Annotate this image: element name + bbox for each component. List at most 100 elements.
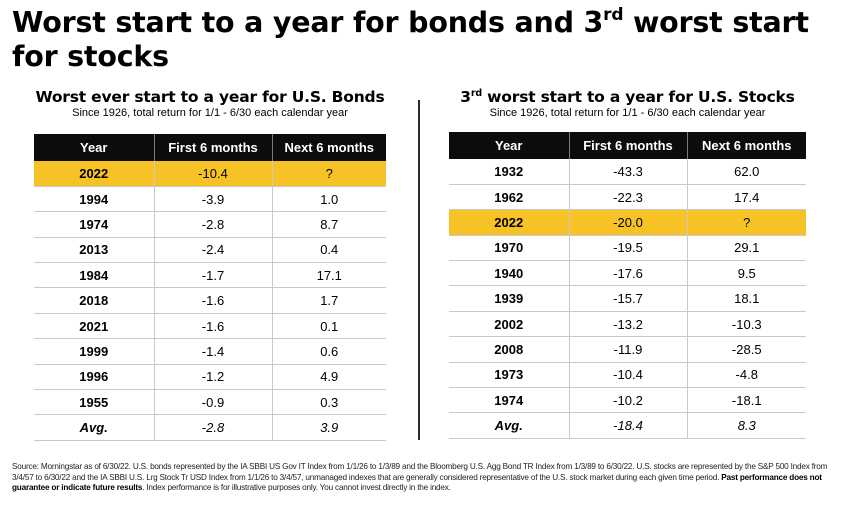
year-cell: 2002 [449,311,570,338]
average-year-cell: Avg. [34,414,155,441]
footnote-text: Source: Morningstar as of 6/30/22. U.S. … [12,462,828,482]
year-cell: 2013 [34,237,155,264]
highlighted-table-row: 2022 -20.0? [449,209,806,236]
first-6-months-cell: -22.3 [569,184,688,211]
next-6-months-cell: 17.1 [272,262,386,289]
year-cell: 1973 [449,362,570,389]
next-6-months-cell: ? [272,161,386,187]
table-row: 1962 -22.3 17.4 [449,184,806,211]
first-6-months-cell: -1.6 [154,313,273,340]
year-cell: 1962 [449,184,570,211]
year-cell: 1940 [449,260,570,287]
column-header-year: Year [449,132,570,159]
table-row: 2008 -11.9 -28.5 [449,336,806,363]
table-row: 1955 -0.9 0.3 [34,389,386,416]
table-row: 1974 -2.8 8.7 [34,211,386,238]
column-header-first-6-months: First 6 months [569,132,688,159]
first-6-months-cell: -1.2 [154,364,273,391]
year-cell: 2008 [449,336,570,363]
footnote-disclaimer-bold: Past performance does not guarantee or i… [12,472,822,493]
next-6-months-cell: -18.1 [687,387,806,414]
next-6-months-cell: ? [687,209,806,236]
average-row: Avg. -18.4 8.3 [449,412,806,439]
average-first-6-months-cell: -2.8 [154,414,273,441]
next-6-months-cell: 0.6 [272,338,386,365]
next-6-months-cell: 62.0 [687,159,806,185]
next-6-months-cell: 18.1 [687,285,806,312]
table-row: 2021 -1.6 0.1 [34,313,386,340]
first-6-months-cell: -19.5 [569,235,688,262]
first-6-months-cell: -1.4 [154,338,273,365]
highlighted-table-row: 2022 -10.4? [34,161,386,187]
page-title: Worst start to a year for bonds and 3rd … [12,6,832,74]
table-row: 1932 -43.3 62.0 [449,159,806,185]
stocks-title-superscript: rd [470,88,482,99]
column-header-next-6-months: Next 6 months [687,132,806,159]
table-row: 1970 -19.5 29.1 [449,235,806,262]
next-6-months-cell: 1.7 [272,287,386,314]
column-header-first-6-months: First 6 months [154,134,273,161]
average-first-6-months-cell: -18.4 [569,412,688,439]
stocks-title-rest: worst start to a year for U.S. Stocks [481,88,795,106]
year-cell: 2021 [34,313,155,340]
first-6-months-cell: -15.7 [569,285,688,312]
table-row: 1999 -1.4 0.6 [34,338,386,365]
stocks-table: Year First 6 months Next 6 months 1932 -4… [449,132,806,439]
next-6-months-cell: 0.1 [272,313,386,340]
first-6-months-cell: -3.9 [154,186,273,213]
year-cell: 1999 [34,338,155,365]
next-6-months-cell: 0.4 [272,237,386,264]
year-cell: 1996 [34,364,155,391]
year-cell: 2018 [34,287,155,314]
first-6-months-cell: -2.4 [154,237,273,264]
bonds-header-row: Year First 6 months Next 6 months [34,134,386,161]
stocks-panel: 3rd worst start to a year for U.S. Stock… [449,88,806,439]
stocks-title-prefix: 3 [460,88,471,106]
year-cell: 2022 [449,209,570,236]
first-6-months-cell: -10.4 [569,362,688,389]
year-cell: 1932 [449,159,570,185]
year-cell: 1955 [34,389,155,416]
bonds-table: Year First 6 months Next 6 months 2022 -1… [34,134,386,441]
average-year-cell: Avg. [449,412,570,439]
first-6-months-cell: -17.6 [569,260,688,287]
table-row: 2002 -13.2 -10.3 [449,311,806,338]
year-cell: 1974 [449,387,570,414]
table-row: 1974 -10.2 -18.1 [449,387,806,414]
next-6-months-cell: 0.3 [272,389,386,416]
column-header-next-6-months: Next 6 months [272,134,386,161]
average-row: Avg. -2.8 3.9 [34,414,386,441]
next-6-months-cell: -28.5 [687,336,806,363]
stocks-table-title: 3rd worst start to a year for U.S. Stock… [449,88,806,106]
page-title-text-2: worst start for stocks [12,6,809,73]
bonds-panel: Worst ever start to a year for U.S. Bond… [34,88,386,441]
next-6-months-cell: -10.3 [687,311,806,338]
table-row: 2013 -2.4 0.4 [34,237,386,264]
next-6-months-cell: 9.5 [687,260,806,287]
next-6-months-cell: 8.7 [272,211,386,238]
first-6-months-cell: -1.7 [154,262,273,289]
first-6-months-cell: -2.8 [154,211,273,238]
year-cell: 2022 [34,161,155,187]
year-cell: 1984 [34,262,155,289]
footnote-tail: . Index performance is for illustrative … [142,483,451,493]
first-6-months-cell: -10.4 [154,161,273,187]
column-header-year: Year [34,134,155,161]
table-row: 1939 -15.7 18.1 [449,285,806,312]
bonds-table-subtitle: Since 1926, total return for 1/1 - 6/30 … [72,107,348,119]
next-6-months-cell: -4.8 [687,362,806,389]
year-cell: 1939 [449,285,570,312]
year-cell: 1970 [449,235,570,262]
table-row: 1984 -1.7 17.1 [34,262,386,289]
first-6-months-cell: -20.0 [569,209,688,236]
next-6-months-cell: 1.0 [272,186,386,213]
average-next-6-months-cell: 3.9 [272,414,386,441]
next-6-months-cell: 17.4 [687,184,806,211]
table-row: 1940 -17.6 9.5 [449,260,806,287]
page-title-superscript: rd [603,5,624,25]
first-6-months-cell: -43.3 [569,159,688,185]
next-6-months-cell: 29.1 [687,235,806,262]
page-title-text-1: Worst start to a year for bonds and 3 [12,6,604,39]
source-footnote: Source: Morningstar as of 6/30/22. U.S. … [12,462,834,494]
first-6-months-cell: -10.2 [569,387,688,414]
